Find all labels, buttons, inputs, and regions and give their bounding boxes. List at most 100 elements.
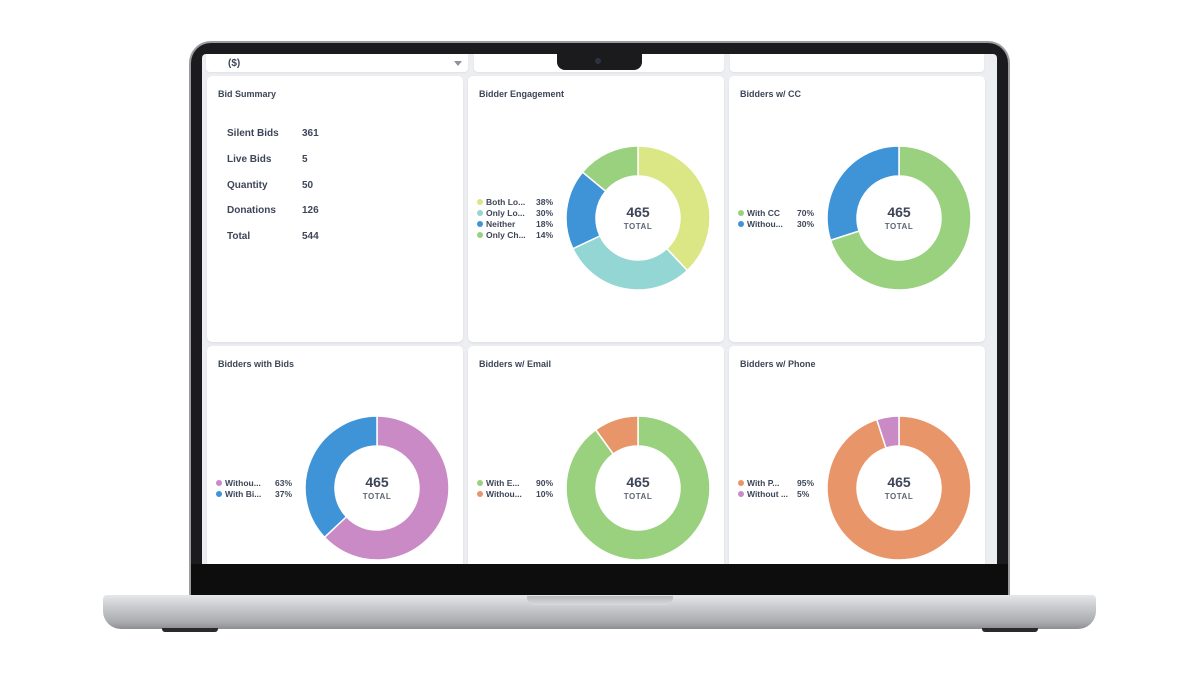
- summary-label: Total: [227, 231, 251, 242]
- legend-percent: 95%: [797, 478, 815, 488]
- legend-percent: 18%: [536, 219, 554, 229]
- bidders-email-donut: 465 TOTAL: [565, 415, 711, 561]
- legend-label: With Bi...: [225, 489, 262, 499]
- card-title: Bidders w/ Email: [479, 359, 552, 369]
- summary-value: 544: [302, 231, 319, 242]
- card-title: Bidder Engagement: [479, 89, 565, 99]
- bidder-engagement-donut: 465 TOTAL: [565, 145, 711, 291]
- card-title: Bid Summary: [218, 89, 277, 99]
- bidders-cc-card: Bidders w/ CC With CC 70% Withou... 30% …: [729, 76, 985, 342]
- legend-label: Both Lo...: [486, 197, 526, 207]
- legend-item[interactable]: Withou... 10%: [477, 489, 557, 500]
- donut-segment[interactable]: [581, 145, 639, 193]
- chevron-down-icon[interactable]: [454, 61, 462, 66]
- donut-segment[interactable]: [323, 415, 450, 561]
- chart-legend: With E... 90% Withou... 10%: [477, 478, 557, 500]
- legend-swatch: [738, 210, 744, 216]
- chart-legend: Both Lo... 38% Only Lo... 30% Neither 18…: [477, 197, 557, 241]
- donut-segment[interactable]: [826, 145, 900, 242]
- legend-swatch: [477, 232, 483, 238]
- legend-label: Without ...: [747, 489, 788, 499]
- legend-percent: 14%: [536, 230, 554, 240]
- legend-item[interactable]: With Bi... 37%: [216, 489, 296, 500]
- legend-percent: 70%: [797, 208, 815, 218]
- legend-percent: 90%: [536, 478, 554, 488]
- donut-segment[interactable]: [829, 145, 972, 291]
- legend-swatch: [216, 480, 222, 486]
- donut-segment[interactable]: [637, 145, 711, 272]
- legend-swatch: [738, 491, 744, 497]
- legend-label: Withou...: [225, 478, 261, 488]
- donut-chart: [826, 415, 972, 561]
- bidders-phone-donut: 465 TOTAL: [826, 415, 972, 561]
- bidders-with-bids-donut: 465 TOTAL: [304, 415, 450, 561]
- donut-total-value: 465: [887, 204, 911, 220]
- legend-swatch: [477, 199, 483, 205]
- summary-label: Live Bids: [227, 154, 272, 165]
- laptop-foot-right: [982, 628, 1038, 632]
- currency-select[interactable]: ($): [206, 54, 468, 72]
- summary-value: 5: [302, 154, 308, 165]
- donut-chart: [565, 145, 711, 291]
- donut-total-label: TOTAL: [362, 492, 392, 501]
- donut-segment[interactable]: [875, 415, 900, 450]
- legend-label: Only Ch...: [486, 230, 526, 240]
- donut-segment[interactable]: [594, 415, 639, 456]
- donut-segment[interactable]: [565, 415, 711, 561]
- summary-label: Silent Bids: [227, 128, 279, 139]
- legend-item[interactable]: Neither 18%: [477, 219, 557, 230]
- legend-percent: 10%: [536, 489, 554, 499]
- donut-total-label: TOTAL: [884, 222, 914, 231]
- legend-label: Withou...: [486, 489, 522, 499]
- legend-swatch: [738, 221, 744, 227]
- donut-segment[interactable]: [304, 415, 378, 539]
- legend-swatch: [477, 480, 483, 486]
- donut-chart: [304, 415, 450, 561]
- legend-swatch: [477, 221, 483, 227]
- legend-item[interactable]: Only Ch... 14%: [477, 230, 557, 241]
- card-title: Bidders w/ Phone: [740, 359, 816, 369]
- donut-total-label: TOTAL: [623, 492, 653, 501]
- legend-item[interactable]: Withou... 30%: [738, 219, 818, 230]
- legend-percent: 30%: [536, 208, 554, 218]
- donut-total-value: 465: [626, 474, 650, 490]
- chart-legend: With CC 70% Withou... 30%: [738, 208, 818, 230]
- legend-swatch: [477, 210, 483, 216]
- laptop-foot-left: [162, 628, 218, 632]
- bidders-email-card: Bidders w/ Email With E... 90% Withou...…: [468, 346, 724, 564]
- legend-percent: 63%: [275, 478, 293, 488]
- camera-notch: [557, 54, 642, 70]
- donut-segment[interactable]: [571, 234, 689, 291]
- donut-segment[interactable]: [826, 415, 972, 561]
- bidder-engagement-card: Bidder Engagement Both Lo... 38% Only Lo…: [468, 76, 724, 342]
- camera-icon: [595, 58, 601, 64]
- donut-total-value: 465: [365, 474, 389, 490]
- legend-item[interactable]: With E... 90%: [477, 478, 557, 489]
- currency-select-value: ($): [228, 58, 241, 69]
- donut-chart: [826, 145, 972, 291]
- summary-value: 126: [302, 205, 319, 216]
- legend-label: Neither: [486, 219, 516, 229]
- summary-label: Quantity: [227, 180, 268, 191]
- legend-swatch: [477, 491, 483, 497]
- legend-item[interactable]: Without ... 5%: [738, 489, 818, 500]
- laptop-chin: [191, 564, 1008, 596]
- legend-label: Withou...: [747, 219, 783, 229]
- top-card-3: [730, 54, 984, 72]
- legend-percent: 38%: [536, 197, 554, 207]
- legend-item[interactable]: Only Lo... 30%: [477, 208, 557, 219]
- bid-summary-card: Bid Summary Silent Bids 361 Live Bids 5 …: [207, 76, 463, 342]
- legend-item[interactable]: Both Lo... 38%: [477, 197, 557, 208]
- donut-total-value: 465: [626, 204, 650, 220]
- donut-total-label: TOTAL: [884, 492, 914, 501]
- summary-value: 50: [302, 180, 314, 191]
- legend-item[interactable]: With P... 95%: [738, 478, 818, 489]
- legend-item[interactable]: With CC 70%: [738, 208, 818, 219]
- legend-label: With E...: [486, 478, 520, 488]
- legend-percent: 37%: [275, 489, 293, 499]
- summary-value: 361: [302, 128, 319, 139]
- legend-swatch: [738, 480, 744, 486]
- legend-item[interactable]: Withou... 63%: [216, 478, 296, 489]
- card-title: Bidders w/ CC: [740, 89, 802, 99]
- chart-legend: With P... 95% Without ... 5%: [738, 478, 818, 500]
